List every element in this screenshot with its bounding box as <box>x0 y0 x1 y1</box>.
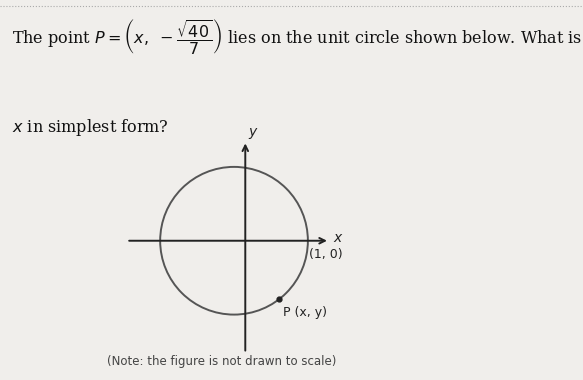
Text: y: y <box>248 125 257 139</box>
Text: x: x <box>333 231 341 245</box>
Text: (1, 0): (1, 0) <box>309 248 343 261</box>
Text: The point $P = \left(x,\ -\dfrac{\sqrt{40}}{7}\right)$ lies on the unit circle s: The point $P = \left(x,\ -\dfrac{\sqrt{4… <box>12 19 583 57</box>
Text: $x$ in simplest form?: $x$ in simplest form? <box>12 117 168 138</box>
Text: P (x, y): P (x, y) <box>283 306 326 320</box>
Text: (Note: the figure is not drawn to scale): (Note: the figure is not drawn to scale) <box>107 355 336 367</box>
